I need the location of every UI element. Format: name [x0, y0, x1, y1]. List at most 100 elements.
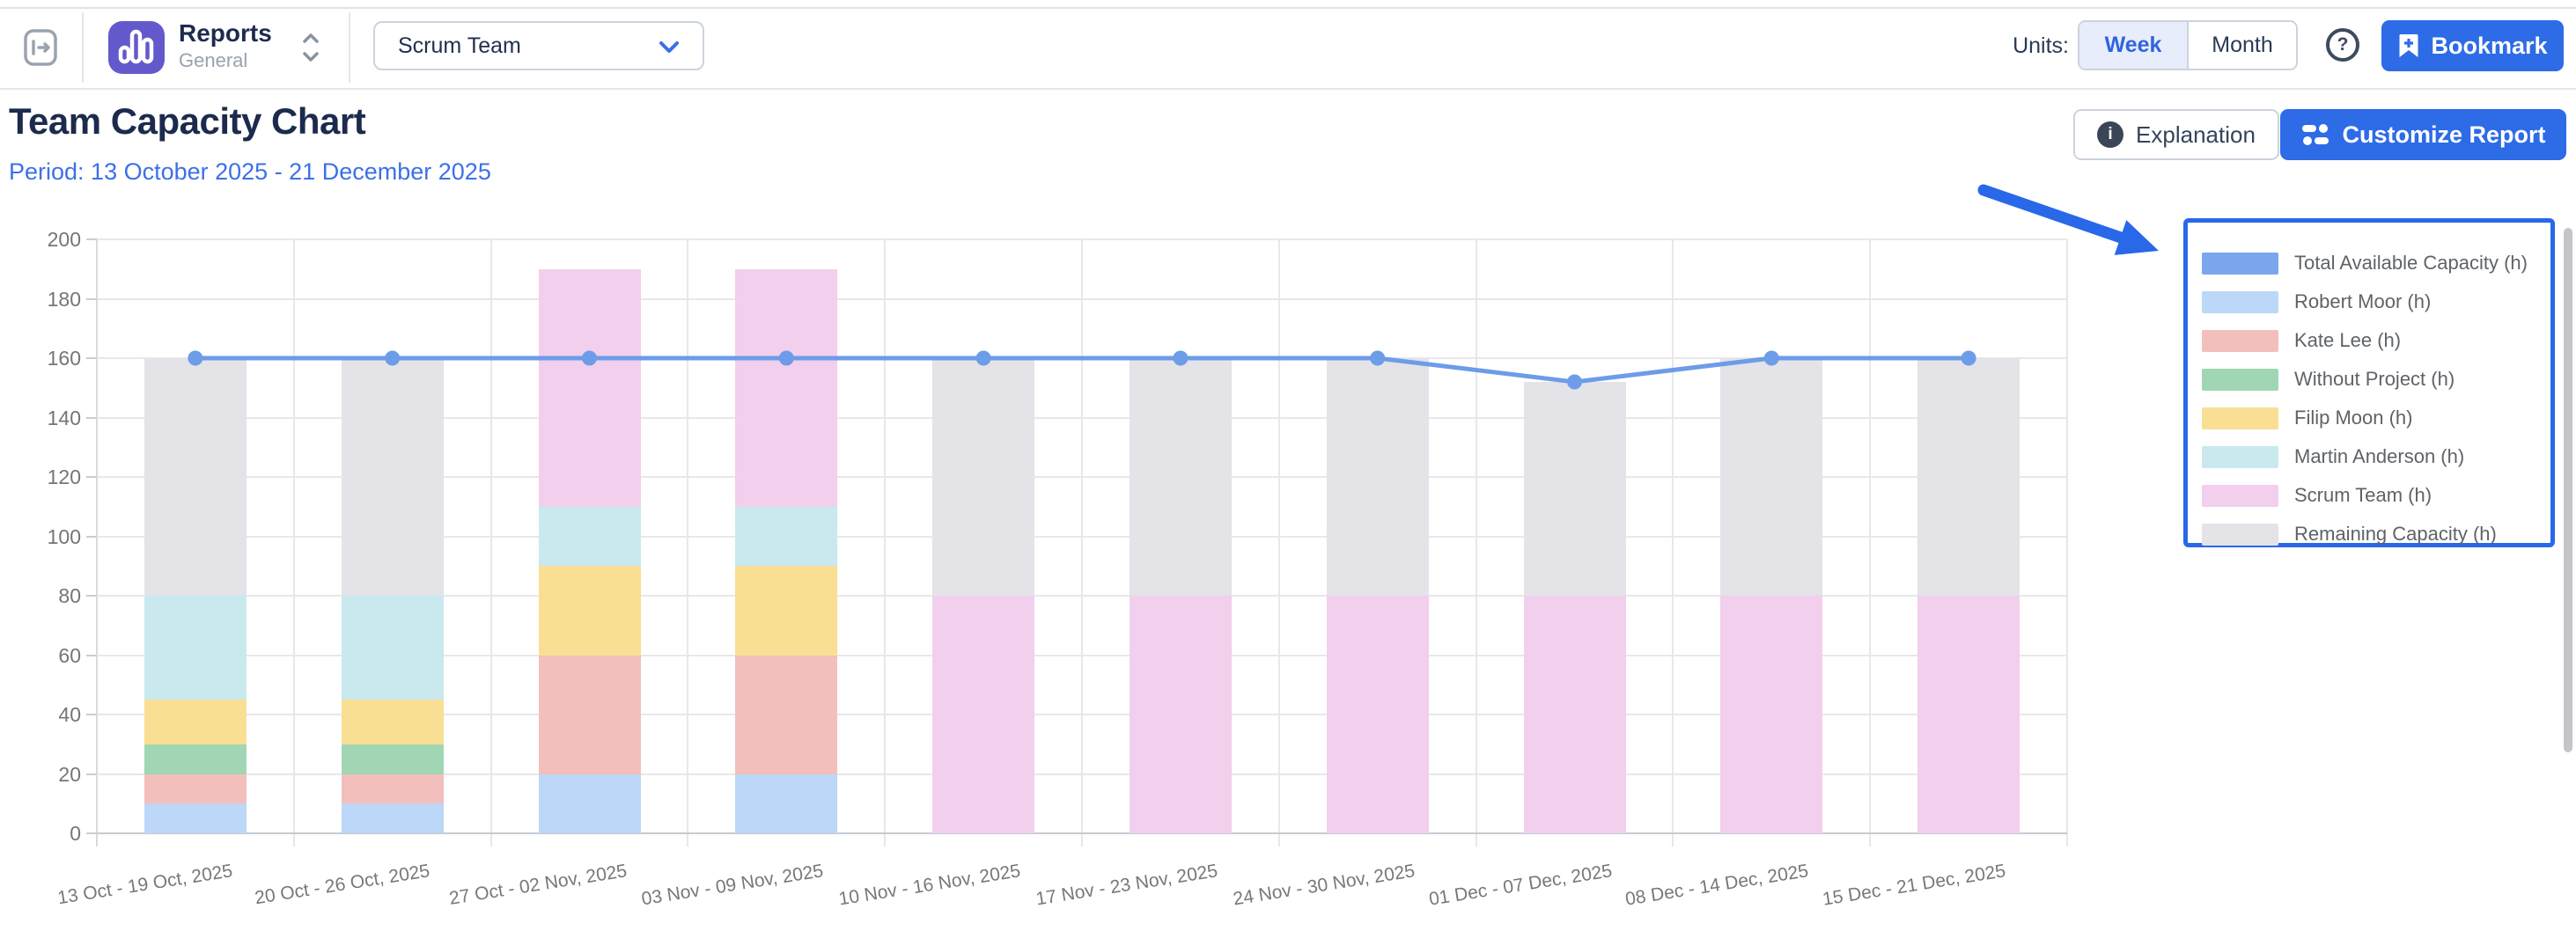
legend-item: Total Available Capacity (h) [2202, 244, 2550, 282]
y-axis-tick [86, 832, 97, 834]
customize-report-button[interactable]: Customize Report [2280, 109, 2566, 160]
window-top-border [0, 7, 2576, 9]
bar-segment [144, 358, 247, 596]
h-gridline [97, 476, 2067, 478]
y-axis-label: 80 [58, 584, 81, 607]
bar-segment [1523, 382, 1626, 596]
y-axis-tick [86, 773, 97, 775]
units-option-month[interactable]: Month [2187, 22, 2296, 69]
bar-segment [144, 700, 247, 744]
y-axis-tick [86, 535, 97, 538]
reports-app-logo [108, 21, 165, 74]
v-gridline [1672, 239, 1674, 847]
bar-segment [735, 566, 838, 656]
bar-segment [538, 655, 641, 774]
h-gridline [97, 654, 2067, 656]
bookmark-button[interactable]: Bookmark [2381, 20, 2564, 71]
legend-item: Scrum Team (h) [2202, 476, 2550, 515]
bar-segment [1917, 596, 2020, 833]
y-axis-label: 40 [58, 703, 81, 726]
help-button[interactable]: ? [2326, 28, 2359, 62]
legend-swatch [2202, 368, 2278, 391]
bar-segment [735, 506, 838, 567]
legend-item: Remaining Capacity (h) [2202, 515, 2550, 553]
team-select-dropdown[interactable]: Scrum Team [373, 21, 704, 70]
y-axis-label: 0 [70, 822, 81, 845]
header-divider [349, 12, 350, 83]
y-axis-line [96, 239, 98, 847]
y-axis-tick [86, 714, 97, 715]
legend-swatch [2202, 445, 2278, 468]
bar-segment [1326, 358, 1429, 596]
app-header: Reports General Scrum Team Units: Week M… [0, 9, 2576, 90]
bar-segment [341, 700, 444, 744]
legend-label: Total Available Capacity (h) [2294, 252, 2528, 274]
bar-segment [1129, 596, 1232, 833]
explanation-button[interactable]: i Explanation [2073, 109, 2279, 160]
bar-segment [1129, 358, 1232, 596]
v-gridline [1869, 239, 1872, 847]
v-gridline [489, 239, 492, 847]
vertical-scrollbar[interactable] [2564, 228, 2572, 752]
report-switcher-button[interactable] [299, 26, 322, 69]
legend-label: Without Project (h) [2294, 368, 2455, 390]
legend-swatch [2202, 523, 2278, 546]
legend-label: Scrum Team (h) [2294, 484, 2432, 506]
y-axis-tick [86, 297, 97, 300]
bar-segment [538, 506, 641, 567]
y-axis-label: 20 [58, 762, 81, 786]
bar-segment [144, 596, 247, 700]
bar-segment [144, 744, 247, 774]
legend-label: Robert Moor (h) [2294, 290, 2432, 312]
h-gridline [97, 416, 2067, 419]
header-divider [82, 12, 84, 83]
info-icon: i [2097, 121, 2124, 148]
expand-sidebar-icon [23, 28, 58, 67]
sliders-icon [2300, 121, 2330, 148]
bar-segment [1720, 358, 1823, 596]
h-gridline [97, 535, 2067, 538]
up-down-chevrons-icon [299, 26, 322, 69]
bar-segment [538, 566, 641, 656]
legend-swatch [2202, 252, 2278, 275]
v-gridline [1277, 239, 1280, 847]
y-axis-label: 120 [47, 466, 81, 488]
bar-segment [1523, 596, 1626, 833]
bar-segment [932, 596, 1035, 833]
bar-segment [932, 358, 1035, 596]
y-axis-tick [86, 654, 97, 656]
bar-segment [538, 773, 641, 833]
legend-label: Remaining Capacity (h) [2294, 523, 2497, 545]
y-axis-label: 100 [47, 524, 81, 548]
page-title: Team Capacity Chart [9, 100, 366, 142]
y-axis-tick [86, 238, 97, 240]
app-subtitle: General [179, 49, 248, 71]
v-gridline [1081, 239, 1083, 847]
y-axis-label: 180 [47, 287, 81, 311]
units-label: Units: [2013, 33, 2069, 58]
v-gridline [292, 239, 295, 847]
h-gridline [97, 595, 2067, 597]
bar-segment [1720, 596, 1823, 833]
bar-segment [341, 773, 444, 804]
y-axis-label: 200 [47, 228, 81, 251]
bar-segment [341, 358, 444, 596]
report-period: Period: 13 October 2025 - 21 December 20… [9, 158, 491, 185]
legend-label: Martin Anderson (h) [2294, 445, 2465, 467]
legend-item: Martin Anderson (h) [2202, 437, 2550, 476]
h-gridline [97, 297, 2067, 300]
question-mark-icon: ? [2337, 34, 2349, 55]
h-gridline [97, 714, 2067, 715]
bar-segment [735, 268, 838, 507]
legend-label: Filip Moon (h) [2294, 407, 2413, 429]
v-gridline [1475, 239, 1477, 847]
bar-segment [735, 655, 838, 774]
bar-chart-icon [116, 28, 157, 67]
app-title: Reports [179, 19, 272, 47]
units-option-week[interactable]: Week [2079, 22, 2187, 69]
expand-sidebar-button[interactable] [23, 28, 58, 67]
legend-item: Kate Lee (h) [2202, 321, 2550, 360]
chevron-down-icon [659, 40, 680, 55]
bar-segment [341, 596, 444, 700]
